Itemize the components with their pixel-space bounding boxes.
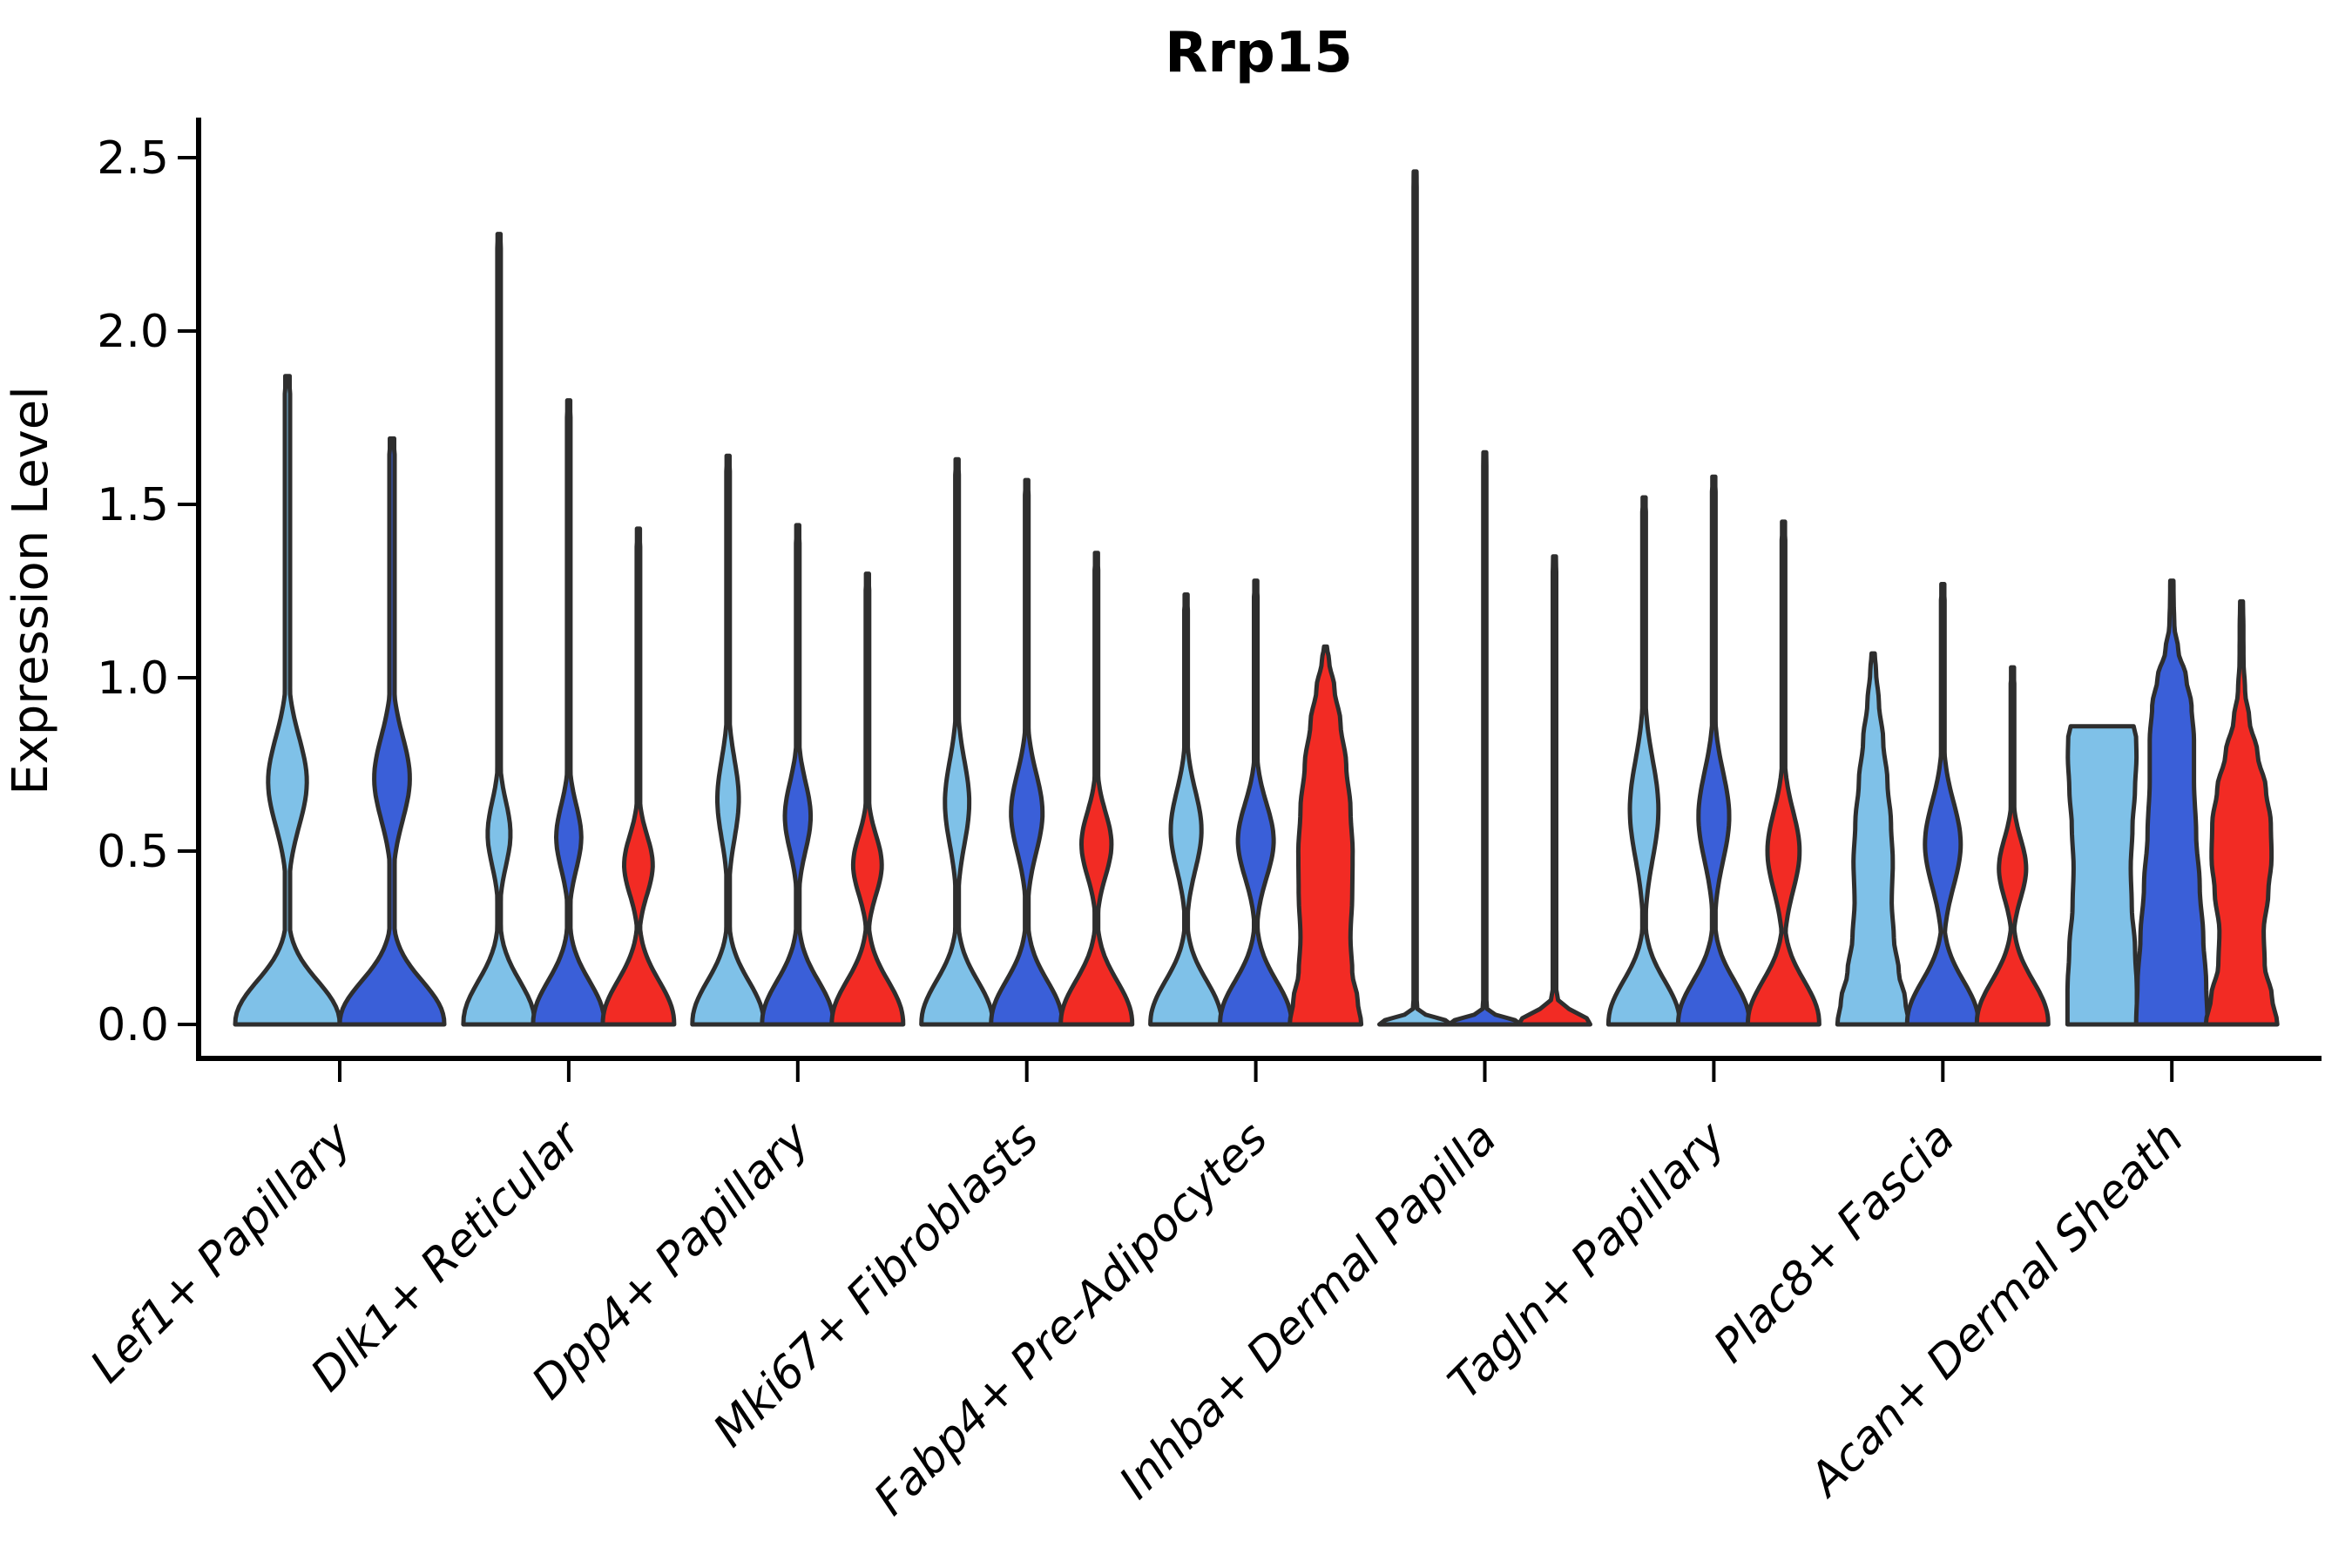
violin-lightblue — [690, 453, 767, 1027]
y-tick-label: 2.0 — [97, 306, 169, 358]
violin-blue — [1447, 449, 1523, 1027]
x-tick-label: Plac8+ Fascia — [1704, 1112, 1964, 1373]
y-tick-label: 0.0 — [97, 999, 169, 1051]
y-axis-label: Expression Level — [3, 386, 59, 795]
violin-lightblue — [233, 374, 342, 1027]
violin-lightblue — [919, 456, 996, 1027]
y-tick-label: 1.0 — [97, 652, 169, 705]
violin-red — [829, 571, 906, 1027]
x-tick-label: Fabp4+ Pre-Adipocytes — [864, 1112, 1278, 1526]
violin-blue — [760, 523, 836, 1027]
violin-group — [690, 453, 906, 1027]
violin-blue — [1904, 582, 1981, 1027]
x-tick-label: Acan+ Dermal Sheath — [1798, 1112, 2193, 1508]
violin-red — [600, 526, 677, 1027]
violin-lightblue — [1605, 495, 1682, 1027]
violin-lightblue — [1148, 592, 1225, 1027]
x-tick-label: Inhba+ Dermal Papilla — [1110, 1112, 1507, 1510]
y-tick-label: 2.5 — [97, 132, 169, 185]
violin-group — [1148, 578, 1364, 1027]
violin-group — [233, 374, 447, 1027]
violin-blue — [337, 436, 447, 1027]
violin-group — [1377, 169, 1592, 1027]
violin-series — [233, 169, 2280, 1027]
violin-red — [1058, 551, 1135, 1027]
violin-group — [461, 232, 677, 1027]
violin-red — [1288, 644, 1364, 1027]
violin-group — [1605, 474, 1821, 1027]
y-tick-label: 1.5 — [97, 479, 169, 531]
violin-blue — [989, 477, 1065, 1027]
violin-lightblue — [1835, 651, 1911, 1027]
violin-blue — [1675, 474, 1752, 1027]
violin-lightblue — [1377, 169, 1453, 1027]
y-tick-label: 0.5 — [97, 826, 169, 878]
violin-group — [1835, 582, 2051, 1027]
violin-lightblue — [461, 232, 537, 1027]
violin-blue — [1218, 578, 1294, 1027]
violin-lightblue — [2065, 724, 2139, 1027]
violin-blue — [531, 398, 607, 1027]
y-axis-ticks: 0.0 0.5 1.0 1.5 2.0 2.5 — [97, 132, 199, 1051]
violin-red — [2203, 598, 2280, 1027]
chart-title: Rrp15 — [1165, 21, 1353, 85]
violin-red — [1974, 665, 2051, 1027]
violin-red — [1517, 554, 1592, 1027]
violin-blue — [2133, 578, 2210, 1027]
violin-group — [919, 456, 1135, 1027]
violin-group — [2065, 578, 2280, 1027]
violin-red — [1745, 519, 1821, 1027]
